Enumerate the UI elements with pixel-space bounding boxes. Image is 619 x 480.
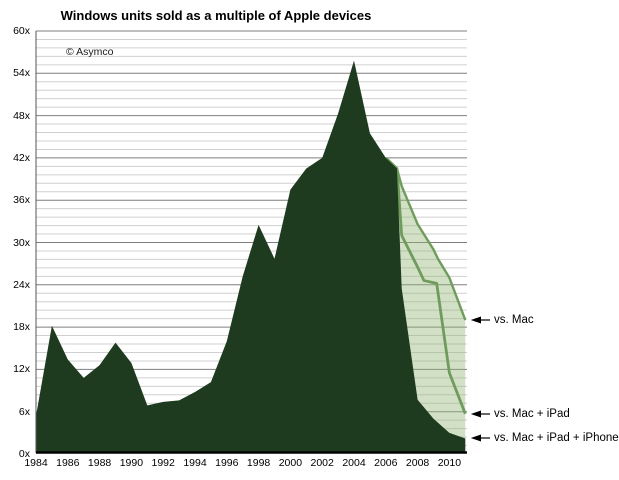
y-tick-label: 18x — [13, 321, 30, 334]
y-tick-label: 0x — [18, 448, 30, 460]
y-tick-label: 30x — [13, 236, 30, 249]
x-tick-label: 1990 — [119, 457, 144, 469]
annotation-arrowhead — [470, 316, 481, 324]
x-tick-label: 2004 — [342, 457, 366, 469]
x-tick-label: 1994 — [183, 457, 207, 469]
annotation-label: vs. Mac + iPad + iPhone — [494, 432, 619, 444]
x-tick-label: 1984 — [24, 457, 48, 469]
x-tick-label: 2008 — [405, 457, 430, 469]
y-tick-label: 48x — [13, 109, 30, 122]
chart-title: Windows units sold as a multiple of Appl… — [60, 8, 372, 23]
area-vs-mac-ipad-iphone — [36, 60, 466, 454]
y-tick-label: 6x — [18, 405, 30, 418]
x-tick-label: 2010 — [437, 457, 462, 469]
y-tick-label: 36x — [13, 194, 30, 207]
x-tick-label: 2000 — [278, 457, 303, 469]
y-tick-label: 54x — [13, 67, 30, 80]
annotation-label: vs. Mac — [494, 314, 534, 326]
x-tick-label: 1992 — [151, 457, 175, 469]
y-tick-label: 12x — [13, 363, 30, 376]
annotation-arrowhead — [470, 410, 481, 418]
y-tick-label: 60x — [13, 25, 30, 37]
annotation-arrowhead — [470, 434, 481, 442]
annotation-label: vs. Mac + iPad — [494, 408, 570, 420]
y-tick-label: 42x — [13, 151, 30, 164]
copyright-watermark: © Asymco — [66, 46, 114, 58]
x-tick-label: 1996 — [215, 457, 239, 469]
x-tick-label: 1998 — [246, 457, 271, 469]
line-vs-mac-ipad — [384, 156, 467, 415]
x-tick-label: 2006 — [374, 457, 398, 469]
x-tick-label: 1986 — [56, 457, 80, 469]
x-tick-label: 1988 — [87, 457, 112, 469]
x-tick-label: 2002 — [310, 457, 334, 469]
y-tick-label: 24x — [13, 278, 30, 291]
